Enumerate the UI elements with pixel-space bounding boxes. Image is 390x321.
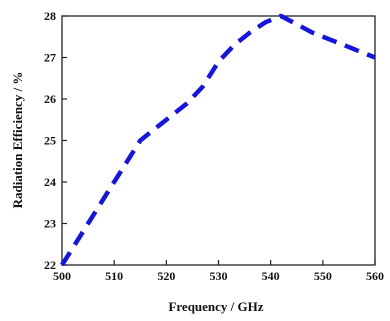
- x-tick-label: 510: [105, 269, 123, 283]
- x-tick-label: 520: [157, 269, 175, 283]
- x-tick-label: 530: [210, 269, 228, 283]
- x-axis-label: Frequency / GHz: [168, 299, 263, 314]
- plot-border: [61, 15, 376, 266]
- x-tick-label: 560: [366, 269, 384, 283]
- x-tick-label: 540: [262, 269, 280, 283]
- plot-frame: [61, 15, 376, 266]
- y-tick-label: 24: [44, 175, 56, 189]
- x-tick-label: 500: [53, 269, 71, 283]
- x-axis: 500 510 520 530 540 550 560: [53, 260, 384, 283]
- x-tick-label: 550: [314, 269, 332, 283]
- y-tick-label: 25: [44, 134, 56, 148]
- y-tick-label: 23: [44, 217, 56, 231]
- y-tick-label: 28: [44, 9, 56, 23]
- y-tick-label: 22: [44, 258, 56, 272]
- series-line: [60, 13, 376, 267]
- y-tick-label: 26: [44, 92, 56, 106]
- y-axis: 22 23 24 25 26 27 28: [44, 9, 67, 272]
- y-tick-label: 27: [44, 51, 56, 65]
- series-layer: [60, 13, 376, 267]
- y-axis-label: Radiation Efficiency / %: [10, 72, 25, 209]
